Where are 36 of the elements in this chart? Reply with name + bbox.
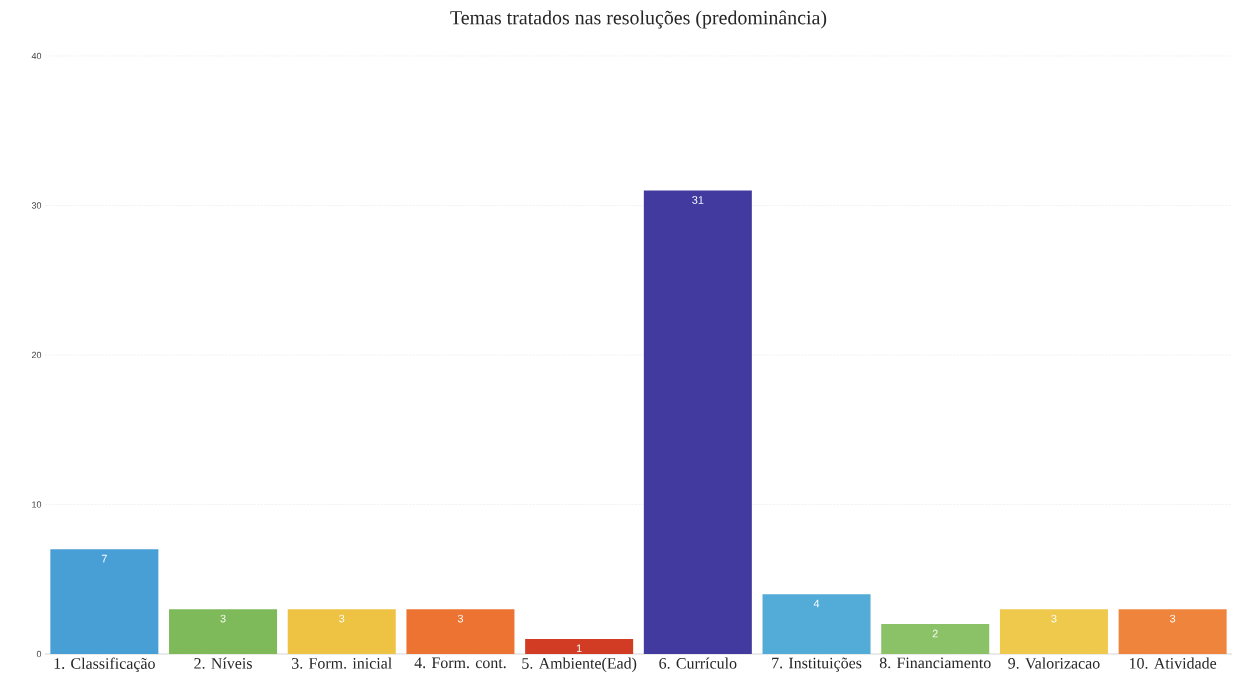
x-tick-label: 3. Form. inicial <box>292 657 392 669</box>
data-label: 3 <box>1170 614 1176 623</box>
x-tick-label: 8. Financiamento <box>879 657 991 669</box>
data-label: 31 <box>692 196 704 204</box>
bar <box>169 609 278 654</box>
bar <box>287 609 396 654</box>
data-label: 1 <box>576 644 582 653</box>
data-label: 4 <box>813 599 820 608</box>
data-label: 2 <box>932 629 938 638</box>
x-tick-label: 10. Atividade <box>1129 657 1217 669</box>
x-tick-label: 7. Instituições <box>772 657 862 672</box>
y-tick-label: 20 <box>31 351 42 359</box>
data-label: 3 <box>339 614 345 623</box>
data-label: 7 <box>101 554 107 563</box>
bar <box>525 639 634 654</box>
bar <box>762 594 871 654</box>
y-tick-label: 40 <box>31 52 42 60</box>
chart-title: Temas tratados nas resoluções (predominância) <box>450 10 827 29</box>
data-label: 3 <box>1051 614 1057 623</box>
data-label: 3 <box>220 614 226 623</box>
x-tick-label: 6. Currículo <box>659 657 737 669</box>
y-tick-label: 0 <box>36 650 42 658</box>
x-tick-label: 4. Form. cont. <box>414 657 506 669</box>
x-tick-label: 1. Classificação <box>54 657 155 673</box>
bar <box>643 190 752 654</box>
data-label: 3 <box>457 614 464 623</box>
bar <box>50 549 159 654</box>
bar <box>1118 609 1227 654</box>
x-tick-label: 5. Ambiente(Ead) <box>522 657 637 672</box>
bar <box>406 609 515 654</box>
bar <box>881 624 990 654</box>
bar <box>999 609 1108 654</box>
x-tick-label: 9. Valorizacao <box>1008 657 1100 669</box>
y-tick-label: 30 <box>31 202 42 209</box>
x-tick-label: 2. Níveis <box>194 657 252 669</box>
y-tick-label: 10 <box>32 501 42 508</box>
